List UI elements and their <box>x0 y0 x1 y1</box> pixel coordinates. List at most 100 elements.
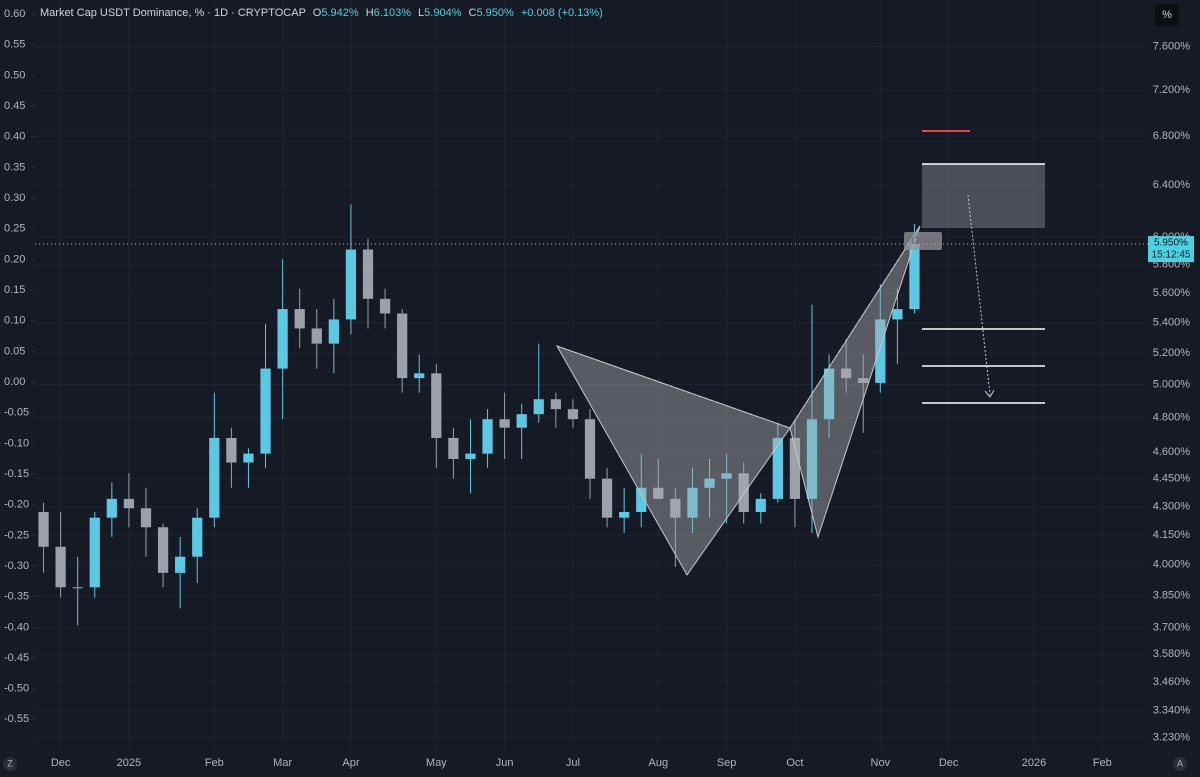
candle-body <box>448 437 459 459</box>
y-tick-label: 3.850% <box>1153 590 1191 602</box>
candle-body <box>875 319 886 383</box>
candle-body <box>311 328 322 344</box>
x-tick-label: Aug <box>649 757 669 769</box>
arrow-head <box>984 389 995 398</box>
x-tick-label: 2025 <box>117 757 141 769</box>
ohlc-key: H <box>366 7 374 19</box>
candle-body <box>89 517 100 588</box>
candle-body <box>567 409 579 420</box>
y2-tick-label: -0.05 <box>4 407 29 419</box>
candle-body <box>670 498 681 518</box>
y-tick-label: 4.000% <box>1153 559 1191 571</box>
candle-body <box>226 437 237 463</box>
axes: 7.600%7.200%6.800%6.400%6.000%5.800%5.60… <box>4 8 1194 769</box>
zoom-button-label[interactable]: Z <box>7 758 13 768</box>
zoom-button[interactable] <box>3 757 17 771</box>
y-tick-label: 4.600% <box>1153 446 1191 458</box>
y-tick-label: 4.150% <box>1153 529 1191 541</box>
x-tick-label: Oct <box>786 757 803 769</box>
pattern-label: Crab <box>911 235 935 247</box>
candle-body <box>823 368 835 420</box>
y2-tick-label: -0.20 <box>4 499 29 511</box>
candle-body <box>414 373 425 379</box>
y-tick-label: 5.400% <box>1153 316 1191 328</box>
y2-tick-label: 0.60 <box>4 8 25 20</box>
y2-tick-label: -0.30 <box>4 560 29 572</box>
y2-tick-label: -0.55 <box>4 713 29 725</box>
ohlc-key: L <box>418 7 424 19</box>
candle-body <box>157 527 169 573</box>
auto-button[interactable] <box>1173 757 1187 771</box>
y2-tick-label: 0.00 <box>4 376 25 388</box>
y2-tick-label: -0.15 <box>4 468 29 480</box>
y2-tick-label: -0.10 <box>4 437 29 449</box>
y-tick-label: 3.460% <box>1153 676 1191 688</box>
y2-tick-label: -0.40 <box>4 621 29 633</box>
candle-body <box>55 546 66 588</box>
y2-tick-label: -0.50 <box>4 683 29 695</box>
y2-tick-label: 0.50 <box>4 69 25 81</box>
percent-button[interactable] <box>1155 4 1179 26</box>
candle-body <box>106 498 117 518</box>
candles <box>38 204 920 626</box>
candle-body <box>789 437 801 499</box>
y2-tick-label: 0.20 <box>4 253 25 265</box>
chart-header: Market Cap USDT Dominance, % · 1D · CRYP… <box>40 7 603 19</box>
candle-body <box>738 473 749 513</box>
y-tick-label: 6.800% <box>1153 130 1191 142</box>
y-tick-label: 6.400% <box>1153 179 1191 191</box>
candle-body <box>619 512 630 518</box>
candle-body <box>465 453 476 459</box>
candle-body <box>772 437 783 499</box>
y-tick-label: 3.700% <box>1153 622 1191 634</box>
y2-tick-label: 0.30 <box>4 192 25 204</box>
y-tick-label: 5.000% <box>1153 378 1191 390</box>
candle-body <box>345 249 357 320</box>
candle-body <box>328 319 339 344</box>
crab-pattern: Crab <box>555 225 942 576</box>
projection-arrow <box>967 194 991 396</box>
y-tick-label: 3.580% <box>1153 648 1191 660</box>
percent-button-label[interactable]: % <box>1162 9 1172 21</box>
y2-tick-label: 0.45 <box>4 100 25 112</box>
y2-tick-label: 0.15 <box>4 284 25 296</box>
candle-body <box>72 587 83 589</box>
x-tick-label: Nov <box>871 757 891 769</box>
y2-tick-label: 0.40 <box>4 131 25 143</box>
y-tick-label: 4.800% <box>1153 411 1191 423</box>
last-price-box <box>1148 236 1194 263</box>
y-tick-label: 3.230% <box>1153 731 1191 743</box>
candle-body <box>209 437 220 518</box>
pattern-bd <box>789 225 921 429</box>
entry-box <box>922 164 1045 228</box>
y2-tick-label: 0.25 <box>4 223 25 235</box>
y-tick-label: 4.450% <box>1153 473 1191 485</box>
y2-tick-label: -0.25 <box>4 529 29 541</box>
y2-tick-label: 0.05 <box>4 345 25 357</box>
ohlc-value: 5.904% <box>424 7 462 19</box>
y-tick-label: 4.300% <box>1153 500 1191 512</box>
x-tick-label: Feb <box>1093 757 1112 769</box>
countdown: 15:12:45 <box>1152 250 1191 261</box>
candle-body <box>841 368 852 379</box>
candle-body <box>243 453 254 463</box>
y2-tick-label: 0.55 <box>4 39 25 51</box>
ohlc-key: O <box>313 7 322 19</box>
x-tick-label: Dec <box>939 757 959 769</box>
candle-body <box>806 419 818 499</box>
candle-body <box>516 414 527 428</box>
y-tick-label: 7.200% <box>1153 84 1191 96</box>
candle-body <box>721 473 732 479</box>
x-tick-label: Jun <box>496 757 514 769</box>
candle-body <box>584 419 596 479</box>
candle-body <box>175 556 186 573</box>
candle-body <box>38 512 49 547</box>
candle-body <box>601 478 613 518</box>
candle-body <box>397 313 408 379</box>
x-tick-label: Sep <box>717 757 737 769</box>
y-tick-label: 7.600% <box>1153 40 1191 52</box>
x-tick-label: Apr <box>342 757 359 769</box>
auto-button-label[interactable]: A <box>1177 758 1183 768</box>
